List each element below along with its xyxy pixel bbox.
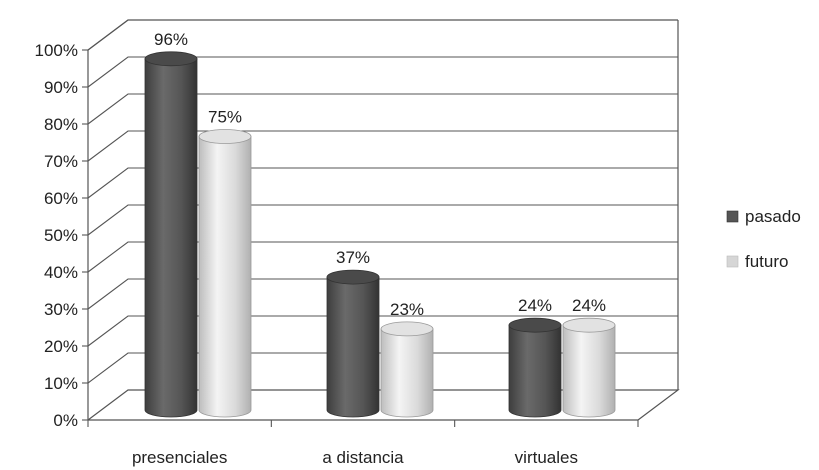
y-tick-label: 100% bbox=[35, 41, 78, 60]
y-tick-label: 90% bbox=[44, 78, 78, 97]
bar-pasado-virtuales bbox=[508, 317, 562, 418]
y-tick-label: 20% bbox=[44, 337, 78, 356]
y-tick-label: 0% bbox=[53, 411, 78, 430]
gridline bbox=[87, 56, 678, 88]
data-label: 23% bbox=[390, 300, 424, 319]
legend-label-pasado: pasado bbox=[745, 207, 801, 226]
category-label: virtuales bbox=[515, 448, 578, 467]
bar-body bbox=[144, 58, 198, 418]
gridline bbox=[87, 130, 678, 162]
y-tick-label: 70% bbox=[44, 152, 78, 171]
y-tick-label: 10% bbox=[44, 374, 78, 393]
bar-futuro-virtuales bbox=[562, 317, 616, 418]
bar-body bbox=[198, 136, 252, 418]
gridline bbox=[87, 93, 678, 125]
y-tick-label: 40% bbox=[44, 263, 78, 282]
data-labels: 96% 37% 24% 75% 23% 24% bbox=[154, 30, 606, 319]
bar-body bbox=[562, 324, 616, 418]
y-tick-label: 30% bbox=[44, 300, 78, 319]
category-label: a distancia bbox=[322, 448, 404, 467]
data-label: 75% bbox=[208, 108, 242, 127]
gridline bbox=[87, 241, 678, 273]
gridline bbox=[87, 204, 678, 236]
category-label: presenciales bbox=[132, 448, 227, 467]
x-axis: presenciales a distancia virtuales bbox=[87, 420, 639, 467]
y-axis: 0% 10% 20% 30% 40% 50% 60% 70% 80% 90% 100% bbox=[35, 41, 88, 430]
y-tick-label: 80% bbox=[44, 115, 78, 134]
bar-top bbox=[508, 317, 562, 333]
bar-body bbox=[508, 324, 562, 418]
bar-top bbox=[326, 269, 380, 285]
gridline bbox=[87, 352, 678, 384]
bar-futuro-presenciales bbox=[198, 129, 252, 418]
bar-body bbox=[380, 328, 434, 418]
bar-pasado-a-distancia bbox=[326, 269, 380, 418]
gridline bbox=[87, 278, 678, 310]
bar-pasado-presenciales bbox=[144, 51, 198, 418]
gridline bbox=[87, 315, 678, 347]
bar-top bbox=[144, 51, 198, 67]
bars bbox=[144, 51, 616, 418]
bar-top bbox=[380, 321, 434, 337]
data-label: 24% bbox=[518, 296, 552, 315]
y-tick-label: 60% bbox=[44, 189, 78, 208]
legend: pasado futuro bbox=[726, 207, 801, 271]
bar-top bbox=[562, 317, 616, 333]
bar-top bbox=[198, 129, 252, 144]
legend-swatch-futuro bbox=[726, 255, 739, 268]
gridlines bbox=[87, 19, 678, 384]
data-label: 24% bbox=[572, 296, 606, 315]
data-label: 96% bbox=[154, 30, 188, 49]
legend-label-futuro: futuro bbox=[745, 252, 788, 271]
gridline bbox=[87, 19, 678, 51]
bar-futuro-a-distancia bbox=[380, 321, 434, 418]
bar-body bbox=[326, 276, 380, 418]
legend-swatch-pasado bbox=[726, 210, 739, 223]
y-tick-label: 50% bbox=[44, 226, 78, 245]
gridline bbox=[87, 167, 678, 199]
data-label: 37% bbox=[336, 248, 370, 267]
